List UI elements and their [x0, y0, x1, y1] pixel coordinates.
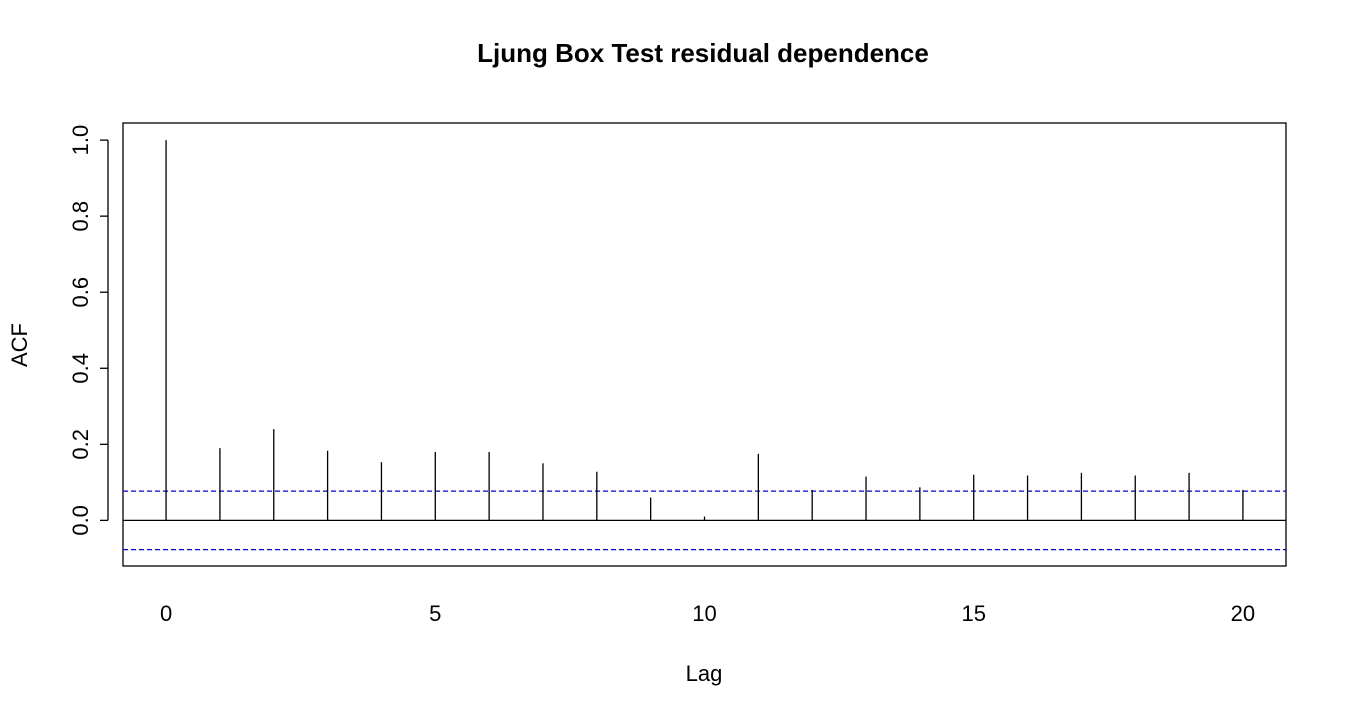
- x-tick-label: 5: [429, 601, 441, 626]
- y-tick-label: 0.6: [68, 277, 93, 308]
- y-tick-label: 0.8: [68, 201, 93, 232]
- y-axis-label: ACF: [7, 323, 32, 367]
- x-tick-label: 15: [961, 601, 985, 626]
- y-tick-label: 0.0: [68, 505, 93, 536]
- plot-frame: [122, 122, 1287, 567]
- x-tick-label: 10: [692, 601, 716, 626]
- x-tick-label: 0: [160, 601, 172, 626]
- y-tick-label: 0.4: [68, 353, 93, 384]
- x-tick-label: 20: [1231, 601, 1255, 626]
- plot-area: [123, 140, 1286, 551]
- chart-title: Ljung Box Test residual dependence: [477, 38, 929, 68]
- x-axis: 0 5 10 15 20: [160, 601, 1255, 626]
- y-tick-label: 0.2: [68, 429, 93, 460]
- y-axis: 0.0 0.2 0.4 0.6 0.8 1.0: [68, 125, 109, 536]
- y-tick-label: 1.0: [68, 125, 93, 156]
- x-axis-label: Lag: [686, 661, 723, 686]
